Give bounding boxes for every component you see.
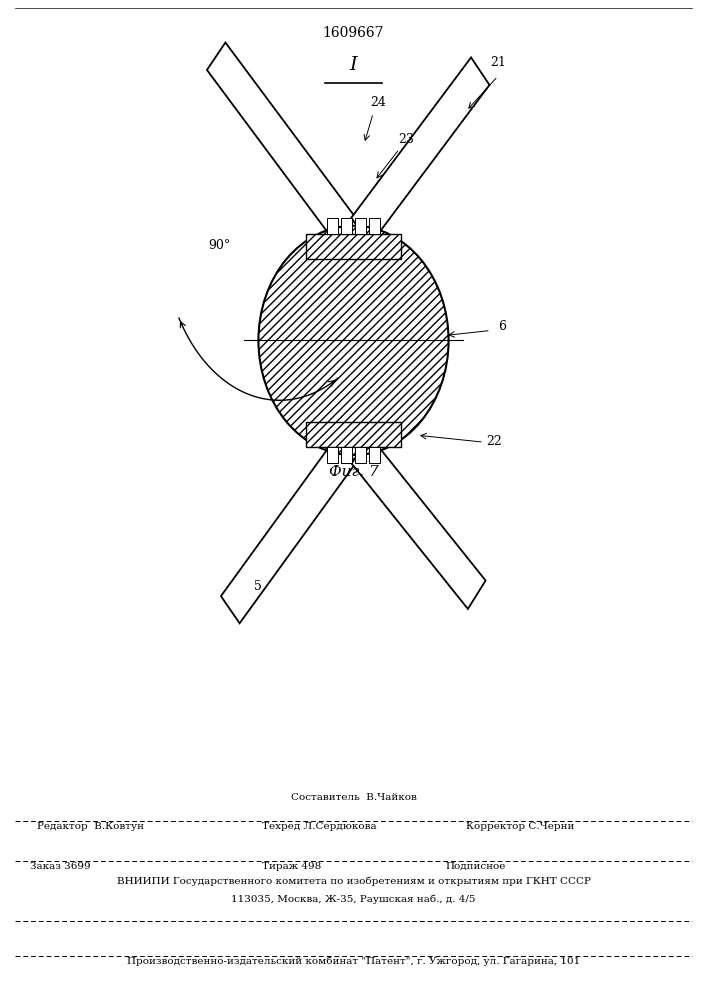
Bar bbox=[327, 447, 338, 463]
Polygon shape bbox=[221, 436, 356, 623]
Polygon shape bbox=[207, 42, 356, 245]
Bar bbox=[369, 218, 380, 234]
Polygon shape bbox=[351, 435, 486, 609]
Text: 21: 21 bbox=[490, 56, 506, 69]
Bar bbox=[306, 422, 401, 447]
Bar bbox=[306, 234, 401, 259]
Text: 90°: 90° bbox=[209, 239, 230, 252]
Bar bbox=[355, 447, 366, 463]
Bar bbox=[341, 447, 352, 463]
Text: 113035, Москва, Ж-35, Раушская наб., д. 4/5: 113035, Москва, Ж-35, Раушская наб., д. … bbox=[231, 895, 476, 904]
Bar bbox=[306, 234, 401, 259]
Text: Составитель  В.Чайков: Составитель В.Чайков bbox=[291, 793, 416, 802]
Text: Тираж 498: Тираж 498 bbox=[262, 862, 321, 871]
Text: Редактор  В.Ковтун: Редактор В.Ковтун bbox=[37, 822, 144, 831]
Text: 23: 23 bbox=[398, 133, 414, 146]
Bar bbox=[306, 422, 401, 447]
Text: Техред Л.Сердюкова: Техред Л.Сердюкова bbox=[262, 822, 377, 831]
Polygon shape bbox=[351, 57, 489, 245]
Text: 6: 6 bbox=[498, 320, 506, 333]
Text: Подписное: Подписное bbox=[445, 862, 506, 871]
Bar bbox=[369, 447, 380, 463]
Text: 24: 24 bbox=[370, 96, 386, 109]
Text: 5: 5 bbox=[255, 580, 262, 593]
Text: 1609667: 1609667 bbox=[323, 26, 384, 40]
Text: Производственно-издательский комбинат "Патент", г. Ужгород, ул. Гагарина, 101: Производственно-издательский комбинат "П… bbox=[127, 957, 580, 966]
Bar bbox=[327, 218, 338, 234]
Bar bbox=[355, 218, 366, 234]
Text: Фиг. 7: Фиг. 7 bbox=[329, 465, 378, 479]
Text: Заказ 3699: Заказ 3699 bbox=[30, 862, 90, 871]
Ellipse shape bbox=[259, 226, 448, 455]
Text: 22: 22 bbox=[486, 435, 502, 448]
Text: ВНИИПИ Государственного комитета по изобретениям и открытиям при ГКНТ СССР: ВНИИПИ Государственного комитета по изоб… bbox=[117, 877, 590, 886]
Bar bbox=[341, 218, 352, 234]
Text: I: I bbox=[350, 56, 357, 74]
Text: Корректор С.Черни: Корректор С.Черни bbox=[466, 822, 575, 831]
